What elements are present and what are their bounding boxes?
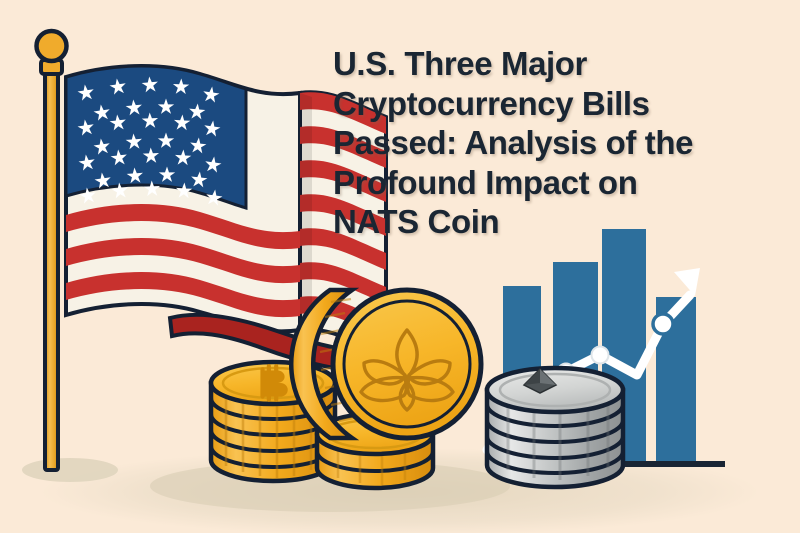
flag-fold-shade [300, 93, 312, 334]
bitcoin-coin-stack [208, 359, 338, 484]
chart-line-marker-2 [590, 345, 610, 365]
flagpole [43, 62, 60, 472]
ethereum-top-inner-ring [498, 372, 612, 408]
bitcoin-top-inner-ring [221, 366, 325, 400]
flag-stars [77, 76, 223, 206]
ethereum-stack-body [484, 387, 626, 490]
lotus-icon [359, 328, 455, 412]
flagpole-finial [34, 28, 69, 64]
nats-coin [288, 287, 484, 441]
ethereum-diamond [522, 367, 558, 394]
nats-coin-face [330, 287, 484, 441]
ethereum-top-face [484, 365, 626, 415]
bitcoin-symbol [260, 364, 288, 402]
flag-canton [64, 64, 248, 210]
ground-shadow-flagpole [22, 458, 118, 482]
arrow-up-right-icon [674, 268, 700, 296]
us-flag [34, 28, 388, 472]
flag-stripes-left [66, 204, 300, 318]
ethereum-coin-stack [484, 365, 626, 490]
nats-coin-edge [288, 287, 360, 441]
nats-coin-inner-ring [342, 299, 472, 429]
chart-line-marker-3 [651, 312, 675, 336]
